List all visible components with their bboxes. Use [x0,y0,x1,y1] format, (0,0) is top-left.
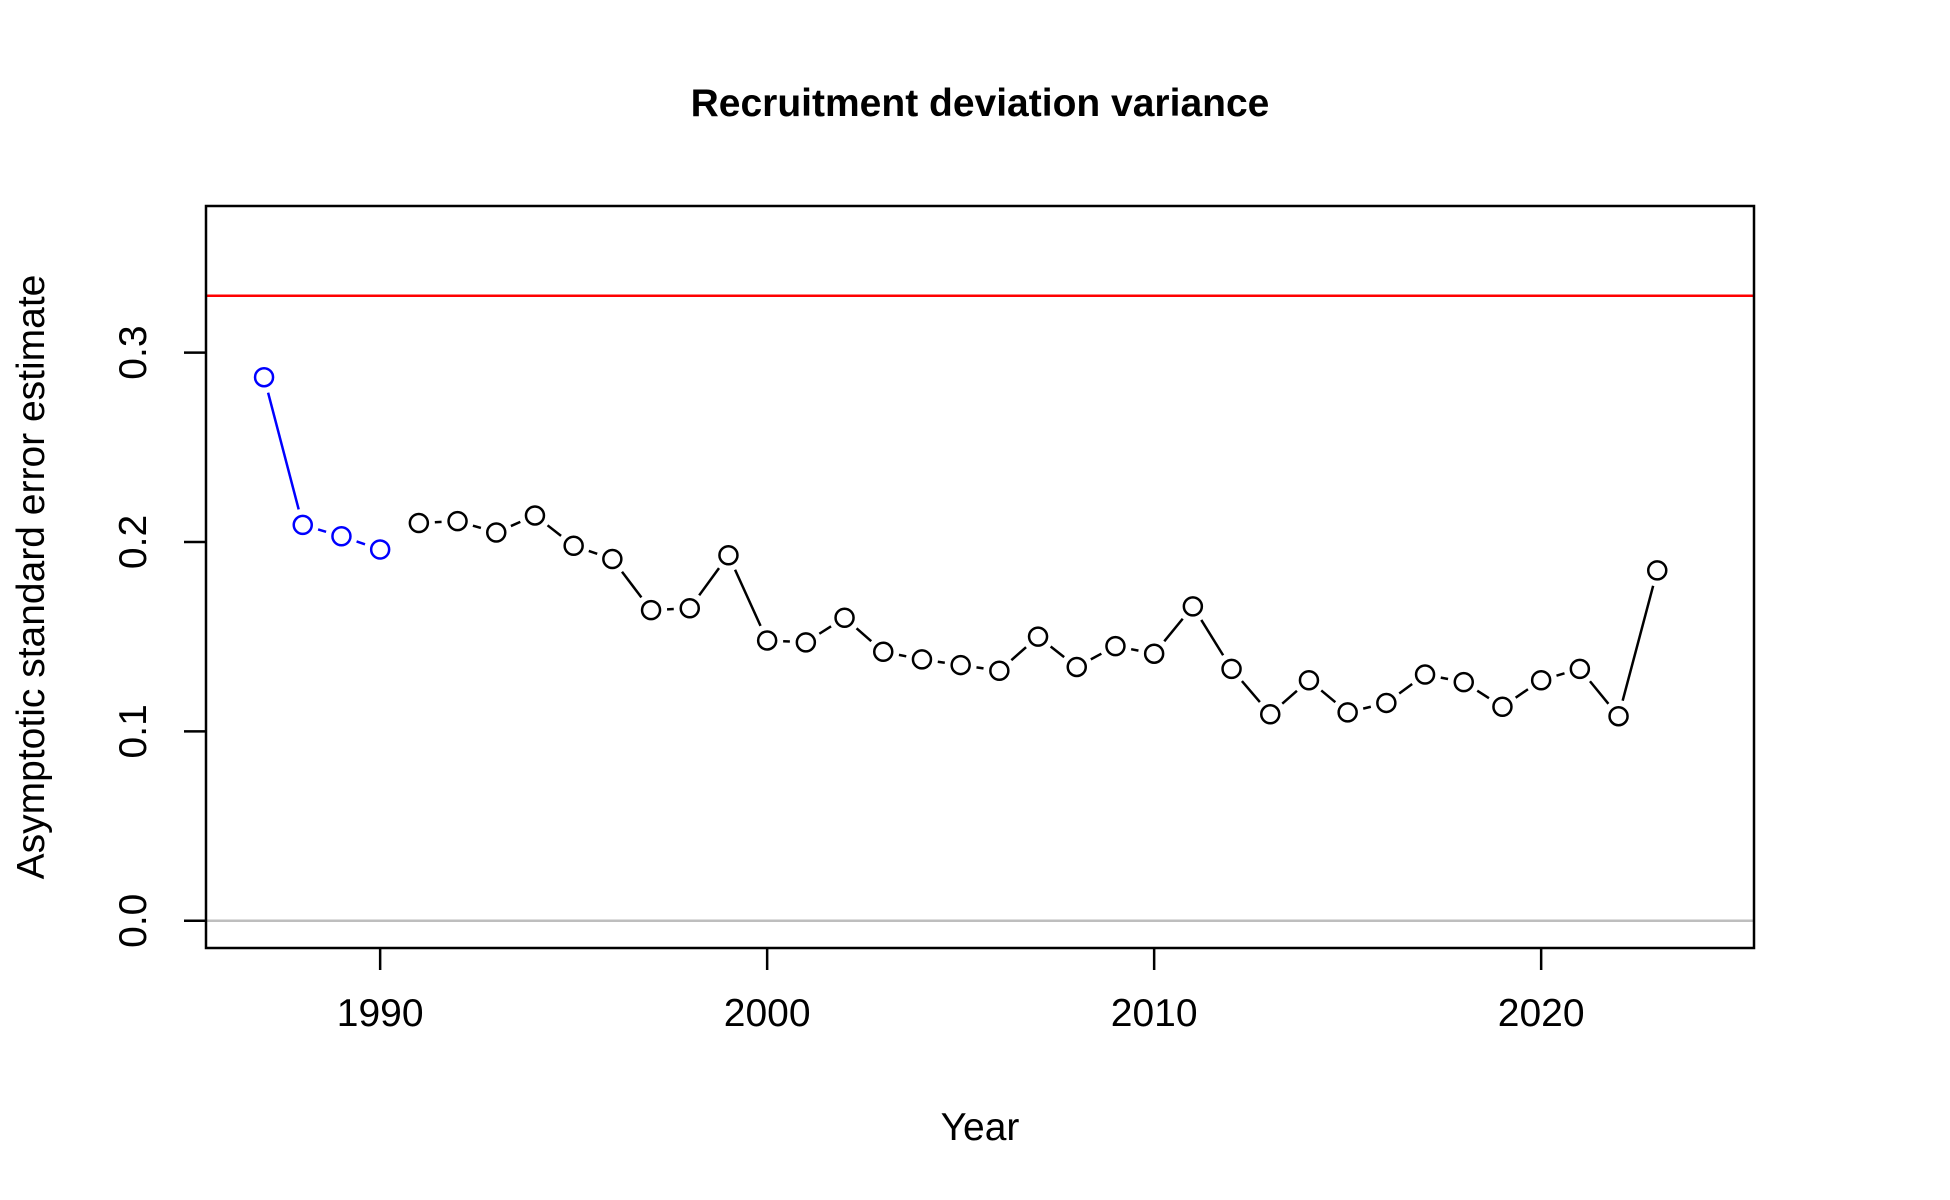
series-1-segment [898,653,907,658]
series-1-segment [1556,672,1565,677]
data-point-2012 [1221,658,1242,680]
data-point-2000 [756,630,778,651]
series-1-segment [1090,652,1102,661]
data-point-2022 [1608,705,1629,727]
series-1-segment [1514,688,1529,699]
series-1-segment [1281,689,1298,705]
x-tick-label-2010: 2010 [1111,992,1198,1035]
x-axis-label: Year [941,1106,1020,1149]
series-0 [253,366,391,560]
data-point-1994 [524,505,546,526]
data-point-2006 [989,660,1010,681]
x-tick-label-1990: 1990 [337,992,424,1035]
data-point-2019 [1492,696,1513,717]
x-tick-label-2000: 2000 [724,992,811,1035]
series-1-segment [1398,682,1413,695]
series-1-segment [1049,645,1065,659]
data-point-1999 [718,544,739,566]
series-1-segment [1440,676,1449,681]
series-0-segment [266,392,300,510]
y-tick-label-0: 0.0 [112,894,155,948]
data-point-1998 [679,597,700,619]
data-point-1993 [486,522,507,543]
data-point-1987 [253,366,275,388]
x-tick-label-2020: 2020 [1498,992,1585,1035]
y-tick-label-2: 0.2 [112,515,155,569]
data-point-2007 [1027,626,1049,647]
y-axis-label: Asymptotic standard error estimate [10,275,53,880]
data-point-2004 [911,649,933,670]
series-1-segment [937,660,946,664]
data-point-2021 [1569,658,1591,680]
data-point-2018 [1453,671,1474,693]
series-1-segment [472,524,482,530]
data-point-1997 [640,599,662,621]
y-tick-label-3: 0.3 [112,325,155,379]
series-1-segment [588,549,598,556]
data-point-2001 [795,632,817,653]
series-1-segment [510,520,521,528]
series-1-segment [976,666,984,670]
data-point-2013 [1260,704,1281,725]
series-1 [408,505,1668,727]
series-0-segment [356,540,366,546]
data-point-1996 [602,548,623,570]
data-point-2014 [1298,669,1320,691]
series-1-segment [1589,680,1610,705]
data-point-2005 [950,654,971,676]
x-axis: 1990 2000 2010 2020 [337,948,1585,1035]
data-point-2002 [834,607,855,628]
series-1-segment [1200,619,1225,656]
series-1-segment [733,569,762,627]
data-point-1991 [408,512,430,534]
data-point-2010 [1143,643,1165,664]
data-point-1995 [563,535,584,557]
series-1-segment [698,567,721,597]
series-1-segment [1163,617,1184,643]
data-point-2015 [1337,702,1358,723]
chart-title: Recruitment deviation variance [691,82,1270,125]
series-1-segment [855,627,873,643]
series-1-segment [1476,689,1490,700]
data-point-2017 [1414,664,1436,685]
series-1-segment [1240,680,1261,703]
plot-frame [204,204,1756,950]
series-1-segment [1320,689,1337,704]
data-point-2009 [1105,635,1126,657]
data-point-1989 [331,526,352,547]
plot-area [206,294,1754,922]
y-axis: 0.0 0.1 0.2 0.3 [112,325,206,948]
series-1-segment [1362,705,1372,710]
data-point-2011 [1182,596,1204,617]
series-1-segment [621,571,643,599]
data-point-1988 [292,514,313,536]
data-point-2023 [1647,560,1668,581]
series-1-segment [546,524,562,537]
data-point-1992 [447,510,468,532]
series-0-segment [317,528,327,533]
series-1-segment [818,625,832,635]
data-point-2016 [1376,692,1397,714]
data-point-1990 [369,539,391,560]
y-tick-label-1: 0.1 [112,704,155,758]
data-point-2020 [1530,669,1552,691]
data-point-2008 [1066,656,1087,678]
series-1-segment [1010,646,1027,662]
data-point-2003 [873,641,894,663]
series-1-segment [1621,585,1655,702]
series-1-segment [1130,647,1139,652]
